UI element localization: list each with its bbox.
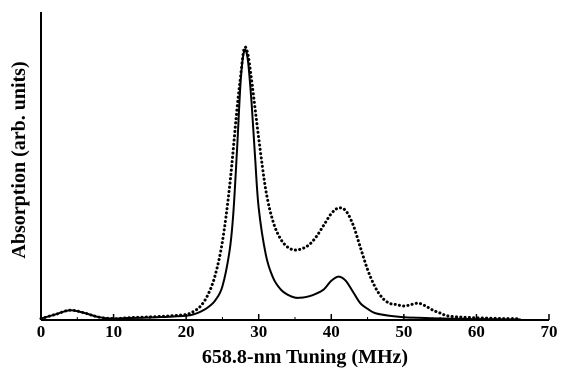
x-tick-label: 40: [323, 322, 340, 341]
x-tick-label: 10: [105, 322, 122, 341]
x-axis-title: 658.8-nm Tuning (MHz): [202, 346, 408, 368]
x-ticks: 0 10 20 30 40 50 60 70: [37, 314, 558, 341]
x-tick-label: 70: [541, 322, 558, 341]
x-tick-label: 20: [178, 322, 195, 341]
curves: [39, 45, 522, 321]
y-axis-title: Absorption (arb. units): [8, 61, 30, 258]
x-tick-label: 50: [395, 322, 412, 341]
x-tick-label: 60: [468, 322, 485, 341]
dotted-series-line: [39, 45, 522, 321]
x-tick-label: 0: [37, 322, 46, 341]
axes: [40, 12, 549, 321]
solid-series-line: [40, 48, 521, 321]
x-tick-label: 30: [250, 322, 267, 341]
